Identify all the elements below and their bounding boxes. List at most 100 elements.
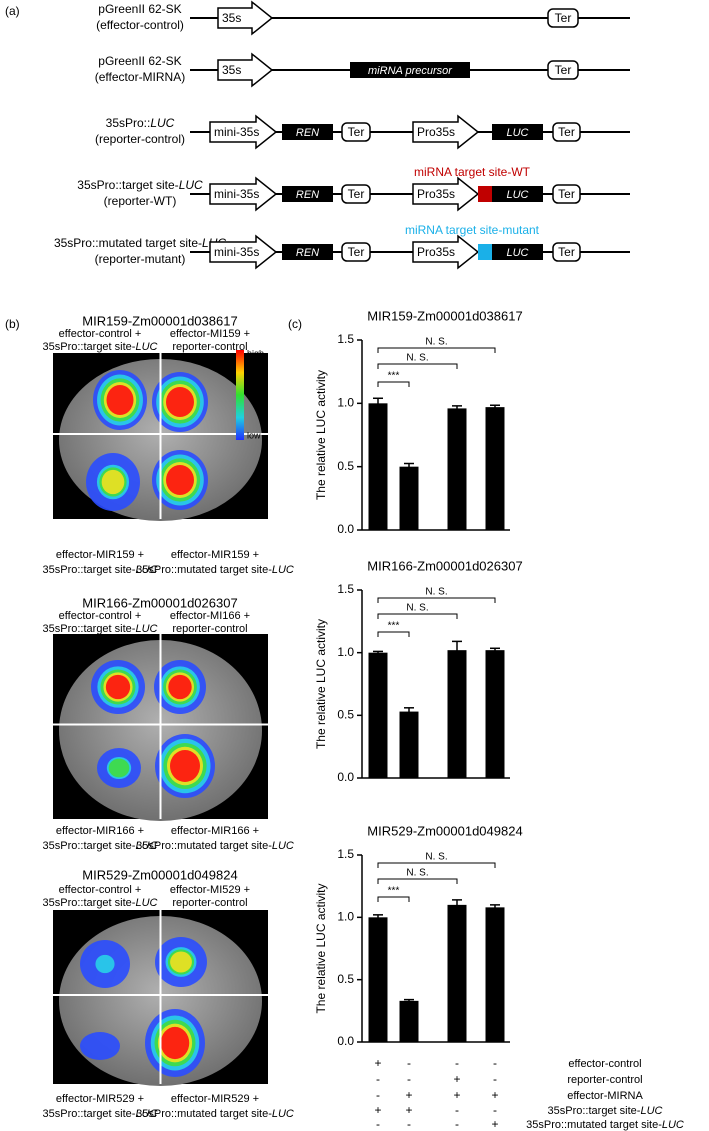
text-part: effector-MI159 + [170, 328, 250, 340]
error-bar [373, 650, 383, 654]
significance-label: N. S. [425, 337, 447, 348]
bar [447, 650, 467, 778]
text-part: LUC [272, 840, 294, 852]
treatment-mark: - [455, 1103, 459, 1117]
treatment-mark: - [407, 1056, 411, 1070]
promoter-arrow [412, 114, 480, 150]
text-part: LUC [272, 1108, 294, 1120]
construct-label: 35sPro::mutated target site-LUC [54, 236, 226, 250]
text-part: 35sPro::target site- [43, 840, 136, 852]
target-site [478, 244, 492, 260]
treatment-label: effector-MI529 + [170, 884, 250, 896]
significance-bracket [377, 363, 458, 369]
text-part: effector-MIR529 + [171, 1093, 259, 1105]
treatment-row-label: effector-MIRNA [567, 1090, 643, 1102]
text-part: effector-MIR159 + [56, 549, 144, 561]
treatment-label: effector-control + [59, 328, 142, 340]
promoter-arrow [209, 234, 278, 270]
significance-bracket [377, 878, 458, 884]
y-axis-label: The relative LUC activity [314, 619, 328, 749]
terminator [341, 242, 371, 262]
text-part: 35sPro::target site- [43, 1108, 136, 1120]
text-part: effector-control + [59, 884, 142, 896]
bar [485, 650, 505, 778]
error-bar [373, 397, 383, 409]
treatment-mark: - [376, 1117, 380, 1131]
error-bar [490, 647, 500, 653]
promoter-text: Pro35s [417, 245, 455, 259]
terminator-text: Ter [558, 125, 575, 139]
treatment-label: effector-MI166 + [170, 610, 250, 622]
terminator-text: Ter [555, 63, 572, 77]
promoter-text: 35s [222, 63, 241, 77]
y-tick-label: 1.0 [337, 645, 354, 659]
terminator [552, 122, 581, 142]
treatment-label: effector-MIR529 + [171, 1093, 259, 1105]
gene-text: REN [296, 189, 319, 201]
text-part: 35sPro::target site- [77, 178, 178, 192]
bar [399, 711, 419, 778]
text-part: reporter-control [172, 623, 247, 635]
y-axis-label: The relative LUC activity [314, 883, 328, 1013]
panel-label: (c) [288, 317, 302, 331]
error-bar [373, 914, 383, 920]
text-part: LUC [150, 116, 174, 130]
treatment-label: effector-MIR166 + [171, 825, 259, 837]
gene-text: miRNA precursor [368, 65, 453, 77]
significance-bracket [377, 381, 410, 387]
treatment-mark: - [376, 1088, 380, 1102]
text-part: effector-MIR159 + [171, 549, 259, 561]
construct-label: (effector-control) [96, 18, 184, 32]
treatment-mark: + [491, 1088, 498, 1102]
promoter-text: mini-35s [214, 125, 259, 139]
luminescence [95, 954, 115, 974]
treatment-row-label: 35sPro::mutated target site-LUC [526, 1119, 684, 1131]
treatment-label: effector-MI159 + [170, 328, 250, 340]
colorbar-label: low [247, 430, 261, 440]
promoter-arrow [209, 114, 278, 150]
text-part: LUC [135, 564, 157, 576]
text-part: (reporter-WT) [104, 194, 177, 208]
construct-label: 35sPro::target site-LUC [77, 178, 203, 192]
luminescence [106, 385, 134, 415]
treatment-label: 35sPro::target site-LUC [43, 840, 158, 852]
terminator-text: Ter [348, 245, 365, 259]
significance-bracket [377, 862, 496, 868]
gene-text: REN [296, 247, 319, 259]
promoter-arrow [217, 0, 274, 36]
terminator [341, 184, 371, 204]
text-part: pGreenII 62-SK [98, 2, 181, 16]
text-part: (reporter-mutant) [95, 252, 186, 266]
text-part: LUC [640, 1105, 662, 1117]
chart-title: MIR529-Zm00001d049824 [367, 823, 522, 838]
terminator [547, 8, 579, 28]
treatment-mark: + [453, 1072, 460, 1086]
construct-label: (reporter-mutant) [95, 252, 186, 266]
target-site-label: miRNA target site-WT [414, 165, 531, 179]
luminescence [170, 951, 192, 973]
treatment-label: effector-MIR166 + [56, 825, 144, 837]
luminescence [168, 674, 192, 700]
y-tick-label: 0.0 [337, 522, 354, 536]
text-part: 35sPro::mutated target site- [54, 236, 202, 250]
terminator [552, 242, 581, 262]
significance-label: N. S. [425, 852, 447, 863]
treatment-mark: - [376, 1072, 380, 1086]
error-bar [490, 904, 500, 910]
gene-box [492, 124, 543, 140]
gene-text: LUC [506, 127, 528, 139]
gene-text: REN [296, 127, 319, 139]
treatment-mark: + [374, 1056, 381, 1070]
text-part: effector-MIR529 + [56, 1093, 144, 1105]
y-tick-label: 0.5 [337, 459, 354, 473]
treatment-label: effector-control + [59, 884, 142, 896]
text-part: LUC [135, 341, 157, 353]
gene-box [492, 244, 543, 260]
treatment-label: 35sPro::target site-LUC [43, 623, 158, 635]
bar [368, 917, 388, 1042]
text-part: LUC [135, 1108, 157, 1120]
text-part: effector-MI166 + [170, 610, 250, 622]
treatment-row-label: effector-control [568, 1058, 641, 1070]
y-tick-label: 0.0 [337, 1034, 354, 1048]
